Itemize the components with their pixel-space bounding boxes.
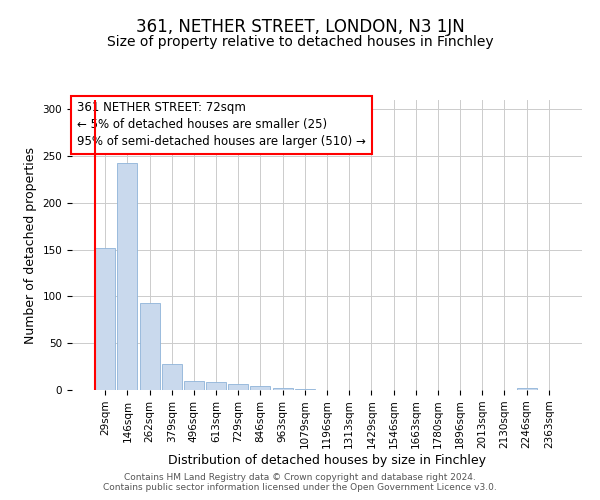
Text: Size of property relative to detached houses in Finchley: Size of property relative to detached ho… bbox=[107, 35, 493, 49]
Bar bbox=[228, 384, 248, 390]
Bar bbox=[140, 303, 160, 390]
X-axis label: Distribution of detached houses by size in Finchley: Distribution of detached houses by size … bbox=[168, 454, 486, 467]
Bar bbox=[517, 388, 536, 390]
Text: Contains HM Land Registry data © Crown copyright and database right 2024.
Contai: Contains HM Land Registry data © Crown c… bbox=[103, 473, 497, 492]
Text: 361, NETHER STREET, LONDON, N3 1JN: 361, NETHER STREET, LONDON, N3 1JN bbox=[136, 18, 464, 36]
Bar bbox=[118, 162, 137, 390]
Y-axis label: Number of detached properties: Number of detached properties bbox=[24, 146, 37, 344]
Bar bbox=[250, 386, 271, 390]
Bar bbox=[95, 248, 115, 390]
Bar bbox=[162, 364, 182, 390]
Bar bbox=[184, 380, 204, 390]
Text: 361 NETHER STREET: 72sqm
← 5% of detached houses are smaller (25)
95% of semi-de: 361 NETHER STREET: 72sqm ← 5% of detache… bbox=[77, 102, 366, 148]
Bar bbox=[272, 388, 293, 390]
Bar bbox=[295, 389, 315, 390]
Bar bbox=[206, 382, 226, 390]
